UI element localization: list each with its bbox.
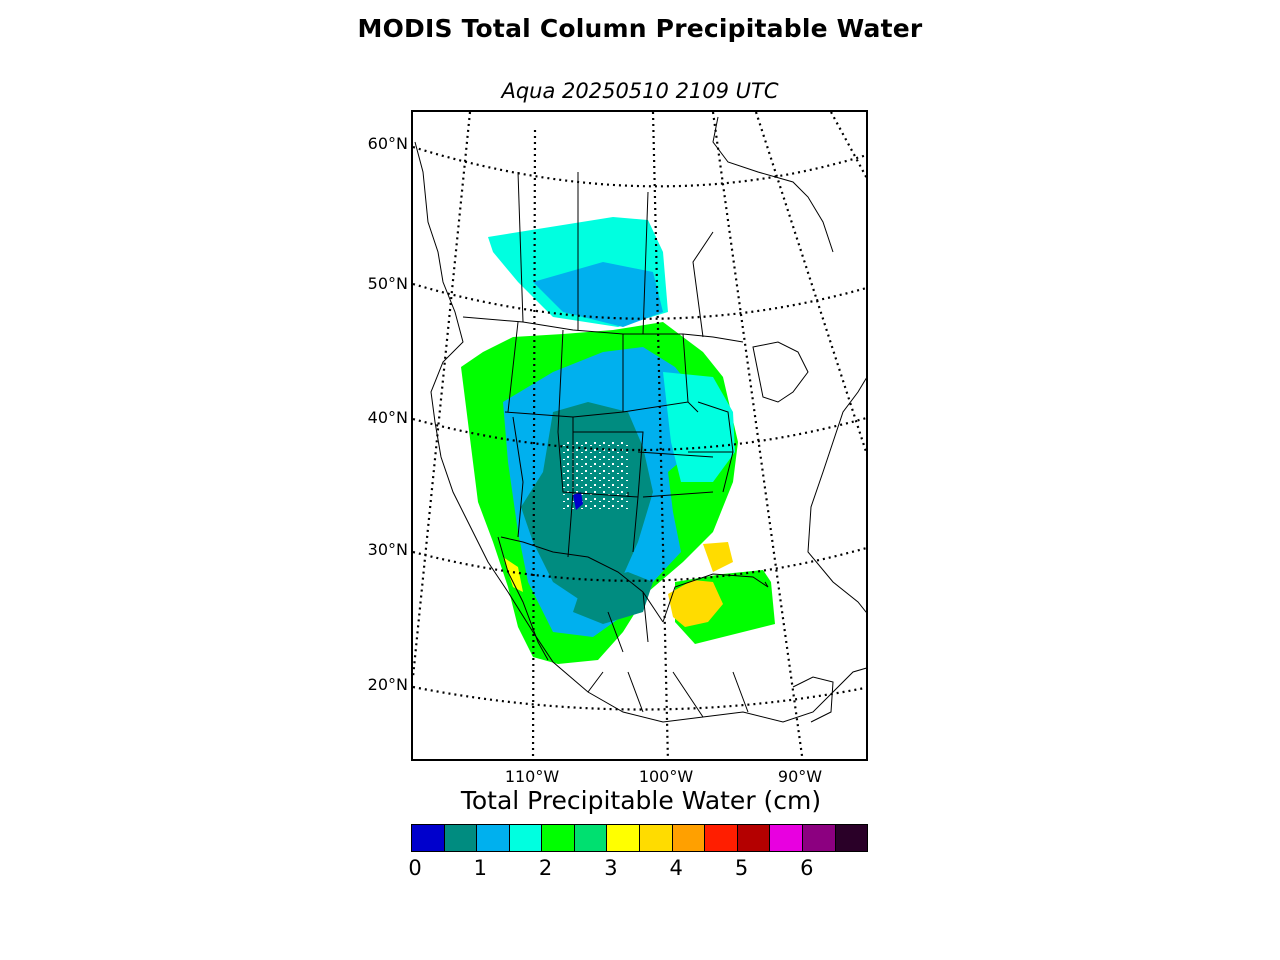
hudson-bay [712,116,834,253]
lon-label-100: 100°W [638,767,694,786]
colorbar-segment-9 [705,825,738,851]
lon-line-120 [413,112,472,678]
swath-teal-south [573,572,653,624]
yucatan [792,676,834,723]
cloud-speckle [563,442,628,512]
lat-line-20 [413,685,866,711]
mexico-states [587,591,749,718]
colorbar-segment-3 [509,825,543,851]
colorbar-segment-12 [802,825,836,851]
map-panel [411,110,868,761]
colorbar-segment-10 [737,825,771,851]
lat-label-20: 20°N [367,675,408,694]
swath-tail-blue [533,262,663,327]
colorbar-tick-1: 1 [473,856,487,880]
colorbar-segment-5 [574,825,608,851]
colorbar-tick-2: 2 [538,856,553,880]
colorbar-tick-0: 0 [408,856,422,880]
colorbar-tick-6: 6 [800,856,814,880]
swath-dark-blue-spot [573,492,583,510]
pacific-coast [414,141,866,723]
lon-line-100 [651,112,670,759]
swath-yellow-east [703,542,733,572]
precipitable-water-swath [461,217,775,664]
lat-label-60: 60°N [367,134,408,153]
chart-subtitle: Aqua 20250510 2109 UTC [501,79,779,103]
colorbar-segment-4 [542,825,575,851]
graticule [413,112,866,759]
lat-label-50: 50°N [367,274,408,293]
gulf-of-mexico-coast [662,573,769,623]
lon-line-80 [754,112,866,456]
colorbar-segment-11 [770,825,803,851]
swath-yellow-gulf [668,580,723,627]
colorbar-tick-3: 3 [604,856,618,880]
colorbar [411,824,868,852]
colorbar-title: Total Precipitable Water (cm) [460,786,822,815]
lon-label-90: 90°W [777,767,823,786]
state-lines [504,321,734,558]
swath-yellow-baja [503,557,523,592]
colorbar-segment-1 [444,825,478,851]
colorbar-tick-5: 5 [734,856,749,880]
lat-label-30: 30°N [367,540,408,559]
canada-provinces [517,171,714,338]
chart-title: MODIS Total Column Precipitable Water [357,14,923,43]
colorbar-tick-4: 4 [669,856,683,880]
colorbar-segment-7 [640,825,673,851]
map-canvas [413,112,866,759]
colorbar-segment-13 [835,825,868,851]
colorbar-segment-6 [607,825,641,851]
great-lakes [752,341,809,403]
lon-line-70 [830,112,866,179]
colorbar-segment-0 [412,825,445,851]
lat-line-60 [413,145,866,188]
lon-line-90 [711,112,804,759]
colorbar-segment-8 [672,825,706,851]
baja-california [497,536,549,661]
colorbar-segment-2 [477,825,510,851]
coastlines-borders [414,116,866,723]
lon-label-110: 110°W [504,767,560,786]
atlantic-coast [807,377,866,613]
lat-label-40: 40°N [367,408,408,427]
